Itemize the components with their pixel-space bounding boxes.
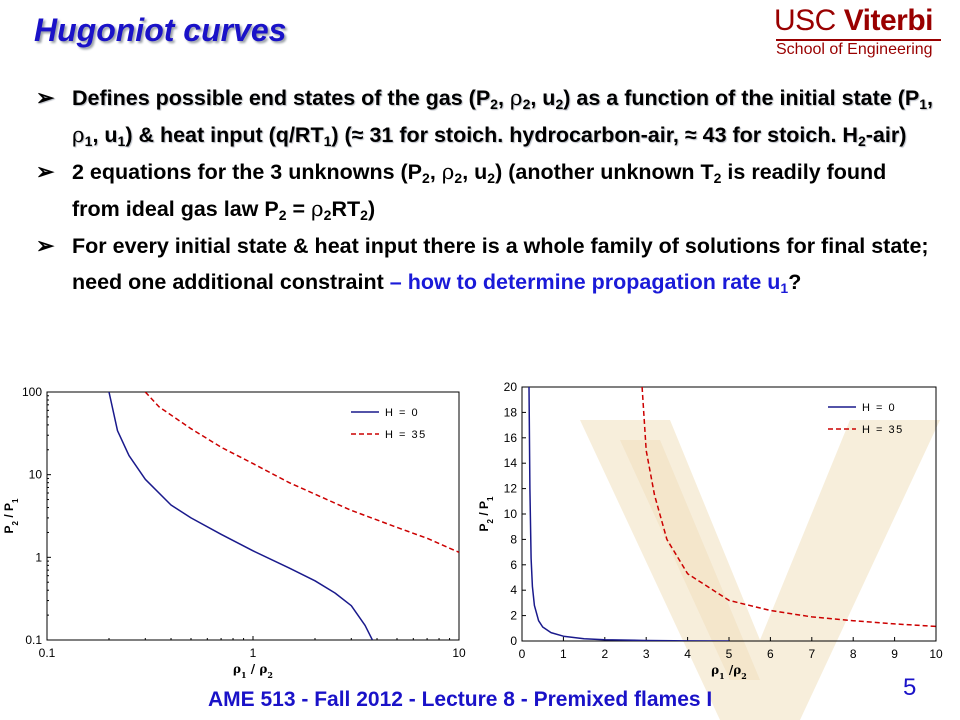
x-tick-label: 1 <box>560 647 567 661</box>
x-tick-label: 5 <box>726 647 733 661</box>
x-tick-label: 8 <box>850 647 857 661</box>
series-line-h35 <box>641 387 936 628</box>
usc-viterbi-logo: USC Viterbi School of Engineering <box>774 4 944 60</box>
y-tick-label: 8 <box>510 532 517 546</box>
bullet-item: ➢ 2 equations for the 3 unknowns (P2, ρ2… <box>30 154 940 228</box>
y-tick-label: 100 <box>22 385 42 399</box>
series-line-h35 <box>144 392 459 553</box>
bullet-item: ➢ Defines possible end states of the gas… <box>30 80 940 154</box>
x-tick-label: 3 <box>643 647 650 661</box>
legend-label: H = 0 <box>385 407 419 419</box>
y-tick-label: 14 <box>504 456 518 470</box>
y-tick-label: 4 <box>510 583 517 597</box>
bullet-list: ➢ Defines possible end states of the gas… <box>30 80 940 300</box>
y-tick-label: 2 <box>510 609 517 623</box>
x-axis-label: ρ1 /ρ2 <box>711 663 747 681</box>
y-tick-label: 12 <box>504 482 518 496</box>
x-tick-label: 7 <box>808 647 815 661</box>
y-tick-label: 0.1 <box>25 633 42 647</box>
slide-title: Hugoniot curves <box>34 12 287 48</box>
series-line-h0 <box>528 387 730 641</box>
arrow-bullet-icon: ➢ <box>36 85 55 110</box>
bullet-item: ➢ For every initial state & heat input t… <box>30 228 940 300</box>
x-tick-label: 10 <box>452 646 466 660</box>
y-axis-label: P2 / P1 <box>2 498 20 534</box>
x-axis-label: ρ1 / ρ2 <box>233 662 273 680</box>
x-tick-label: 0 <box>519 647 526 661</box>
y-tick-label: 16 <box>504 431 518 445</box>
y-tick-label: 18 <box>504 405 518 419</box>
x-tick-label: 2 <box>601 647 608 661</box>
legend-label: H = 35 <box>862 424 904 436</box>
y-tick-label: 0 <box>510 634 517 648</box>
viterbi-watermark <box>580 420 940 720</box>
arrow-bullet-icon: ➢ <box>36 159 55 184</box>
x-tick-label: 0.1 <box>39 646 56 660</box>
x-tick-label: 10 <box>929 647 943 661</box>
legend-label: H = 35 <box>385 429 427 441</box>
series-line-h0 <box>108 392 374 640</box>
y-tick-label: 6 <box>510 558 517 572</box>
x-tick-label: 6 <box>767 647 774 661</box>
y-tick-label: 1 <box>35 550 42 564</box>
footer-text: AME 513 - Fall 2012 - Lecture 8 - Premix… <box>208 688 713 711</box>
y-tick-label: 10 <box>29 468 43 482</box>
y-tick-label: 10 <box>504 507 518 521</box>
hugoniot-log-chart: 0.1 1 10 0.1 1 10 100 H = 0 H = 35 ρ1 / ρ2 P2 / P1 <box>2 385 466 680</box>
y-axis-label: P2 / P1 <box>477 496 495 532</box>
x-tick-label: 4 <box>684 647 691 661</box>
arrow-bullet-icon: ➢ <box>36 233 55 258</box>
x-tick-label: 9 <box>891 647 898 661</box>
legend-label: H = 0 <box>862 402 896 414</box>
x-tick-label: 1 <box>250 646 257 660</box>
page-number: 5 <box>903 674 917 701</box>
y-tick-label: 20 <box>504 380 518 394</box>
